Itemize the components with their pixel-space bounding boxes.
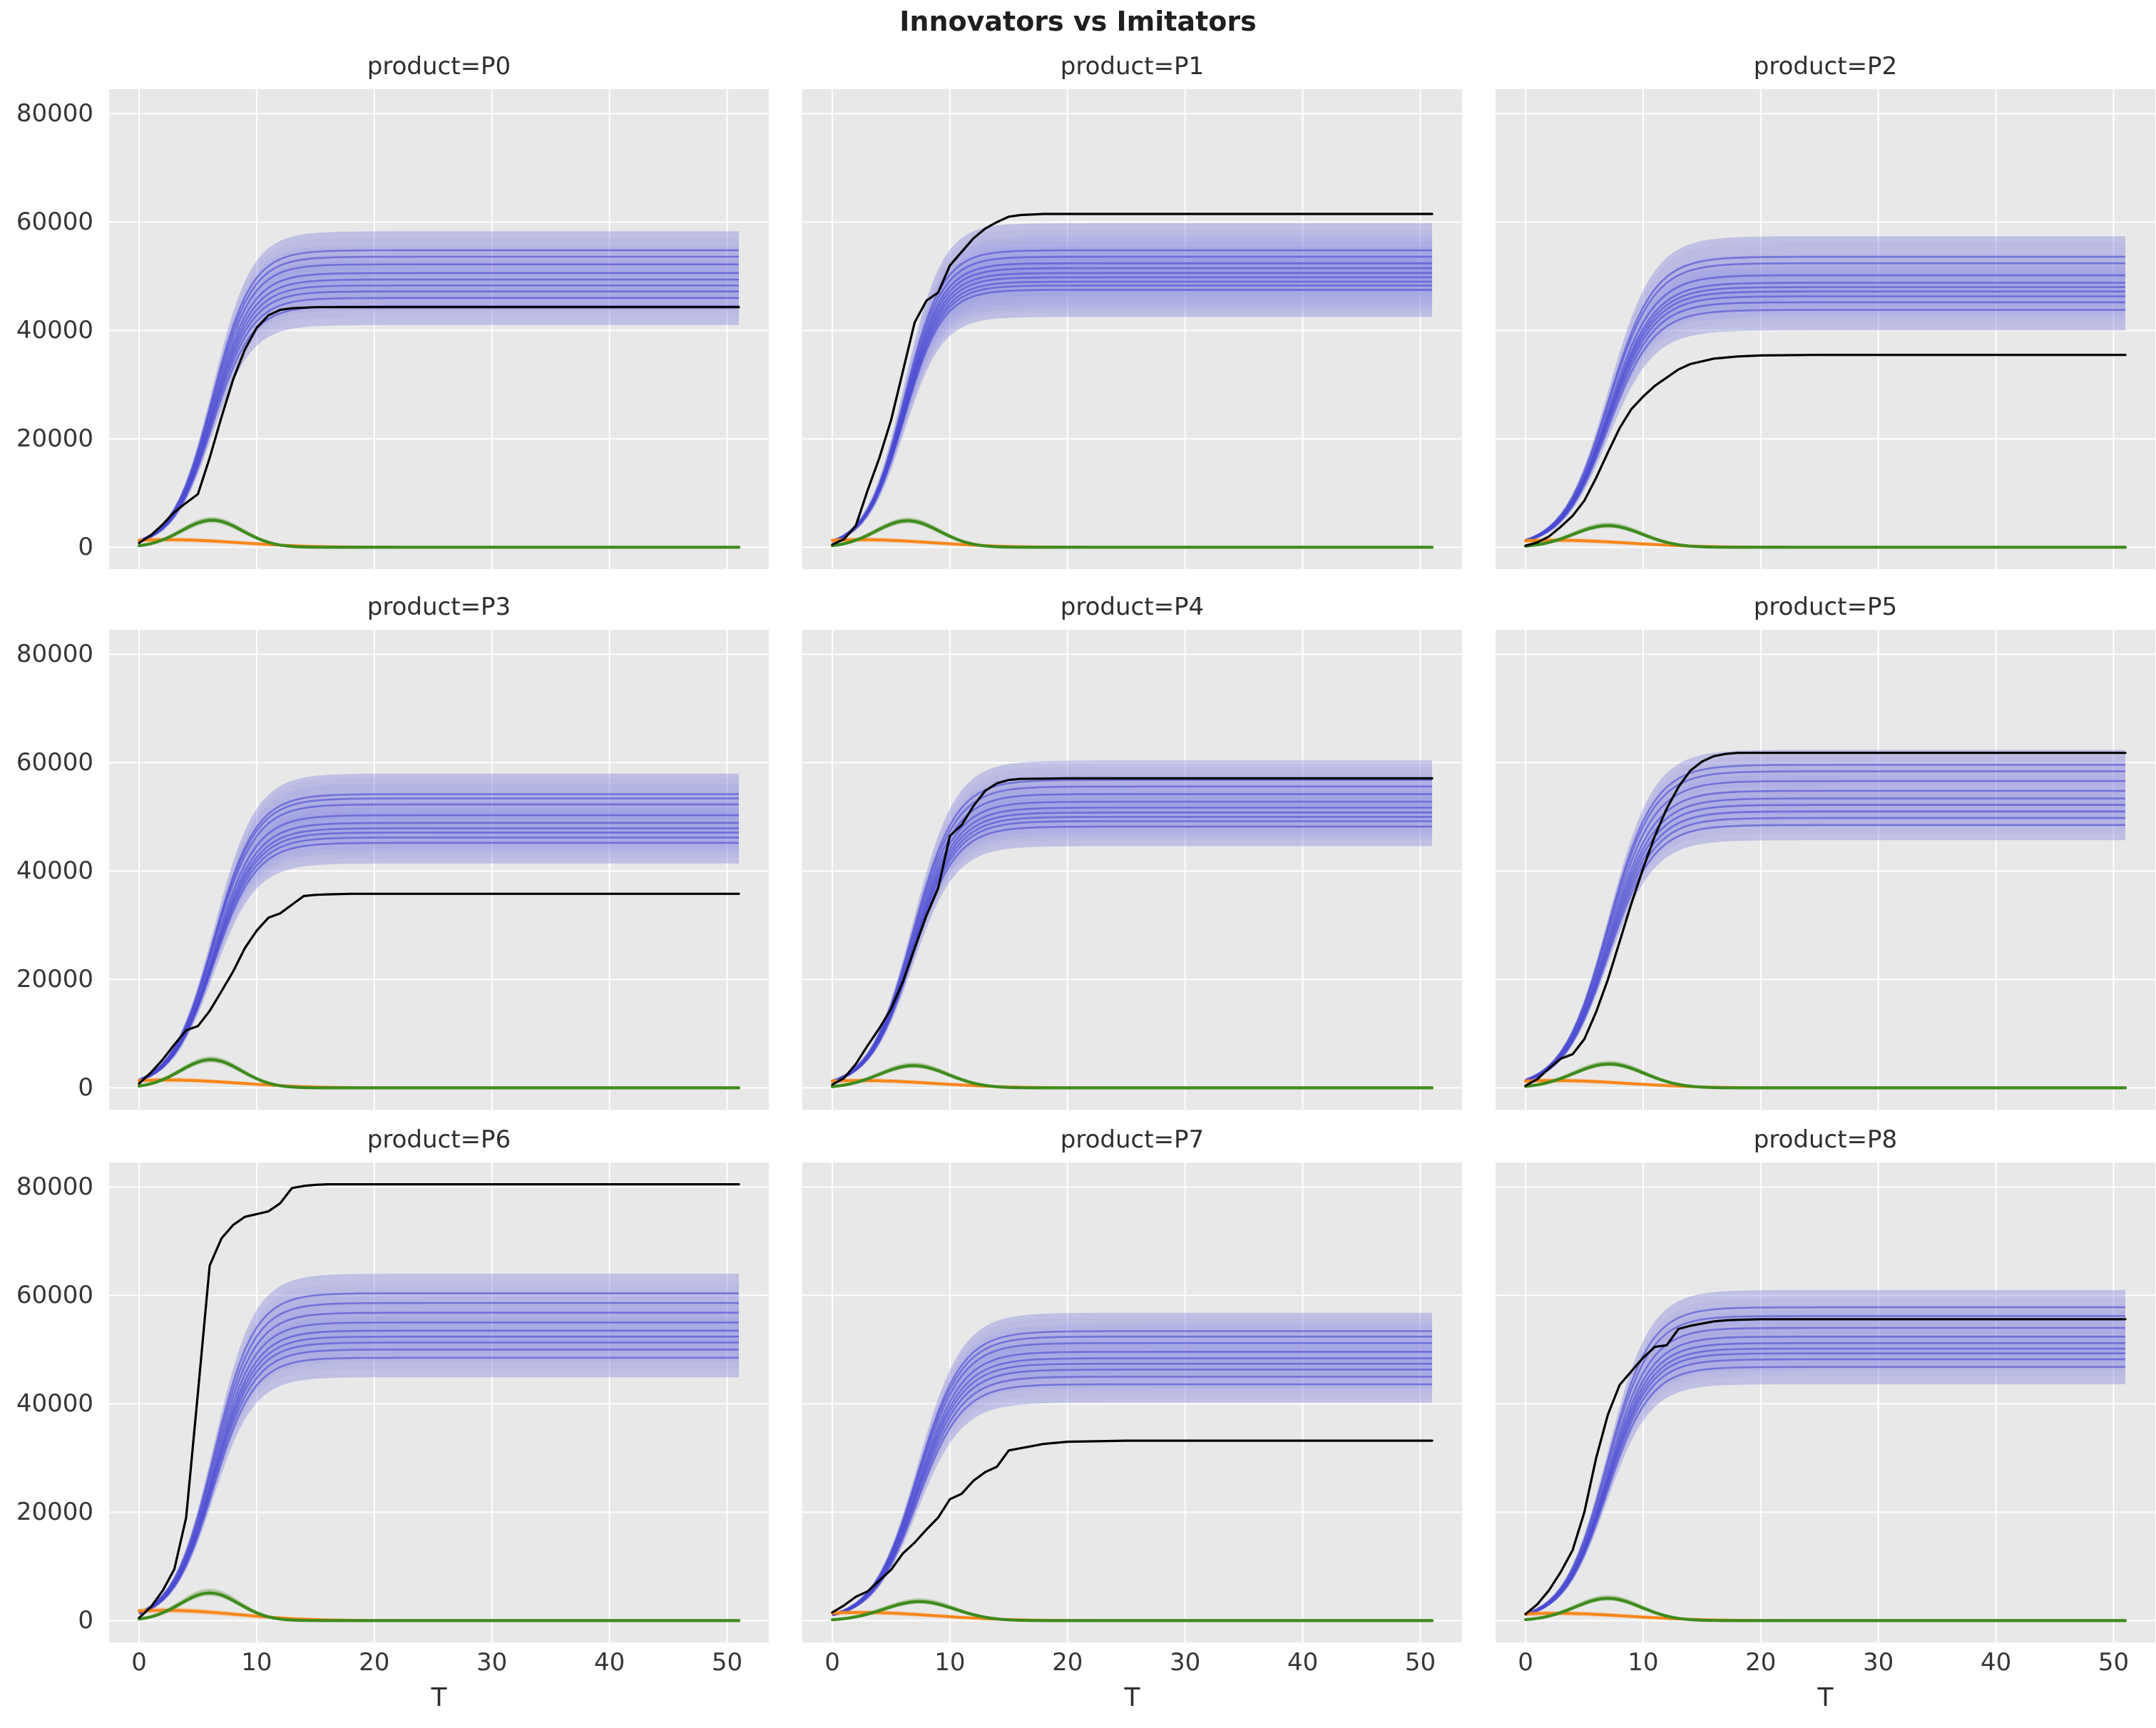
x-tick-label: 20 — [1745, 1648, 1777, 1677]
x-tick-label: 10 — [241, 1648, 272, 1677]
y-tick-label: 0 — [78, 533, 93, 562]
x-tick-label: 20 — [1052, 1648, 1083, 1677]
x-tick-label: 0 — [1518, 1648, 1533, 1677]
y-tick-label: 40000 — [16, 1389, 93, 1418]
y-tick-label: 80000 — [16, 1172, 93, 1202]
x-tick-label: 40 — [593, 1648, 625, 1677]
x-tick-label: 40 — [1980, 1648, 2012, 1677]
x-axis-tick-labels-col2: 0 10 20 30 40 50 — [1496, 1648, 2155, 1681]
x-axis-label-col2: T — [1817, 1683, 1834, 1712]
y-tick-label: 20000 — [16, 424, 93, 454]
x-tick-label: 0 — [131, 1648, 147, 1677]
x-tick-label: 50 — [711, 1648, 743, 1677]
y-axis-tick-labels-row0: 0 20000 40000 60000 80000 — [0, 89, 101, 569]
x-axis-label-col0: T — [431, 1683, 447, 1712]
subplot-title-p8: product=P8 — [1753, 1125, 1898, 1154]
subplot-title-p7: product=P7 — [1060, 1125, 1205, 1154]
y-tick-label: 80000 — [16, 99, 93, 128]
subplot-title-p1: product=P1 — [1060, 52, 1205, 81]
y-tick-label: 80000 — [16, 640, 93, 669]
subplot-p6: product=P6 — [109, 1125, 769, 1642]
y-tick-label: 40000 — [16, 316, 93, 345]
subplot-p8: product=P8 — [1496, 1125, 2155, 1642]
y-tick-label: 60000 — [16, 748, 93, 777]
y-axis-tick-labels-row2: 0 20000 40000 60000 80000 — [0, 1162, 101, 1642]
subplot-title-p6: product=P6 — [367, 1125, 511, 1154]
x-tick-label: 50 — [2098, 1648, 2130, 1677]
x-tick-label: 30 — [1170, 1648, 1201, 1677]
y-tick-label: 40000 — [16, 857, 93, 886]
figure-title: Innovators vs Imitators — [899, 6, 1257, 37]
x-tick-label: 30 — [476, 1648, 508, 1677]
subplot-title-p5: product=P5 — [1753, 593, 1898, 621]
plot-area-p4 — [802, 630, 1462, 1110]
x-axis-tick-labels-col0: 0 10 20 30 40 50 — [109, 1648, 769, 1681]
y-axis-tick-labels-row1: 0 20000 40000 60000 80000 — [0, 630, 101, 1110]
plot-area-p8 — [1496, 1162, 2155, 1642]
subplot-p4: product=P4 — [802, 593, 1462, 1110]
subplot-p1: product=P1 — [802, 52, 1462, 569]
plot-area-p6 — [109, 1162, 769, 1642]
subplot-title-p0: product=P0 — [367, 52, 511, 81]
y-tick-label: 60000 — [16, 1281, 93, 1310]
y-tick-label: 20000 — [16, 1498, 93, 1527]
subplot-p7: product=P7 — [802, 1125, 1462, 1642]
x-tick-label: 20 — [359, 1648, 390, 1677]
plot-area-p0 — [109, 89, 769, 569]
plot-area-p1 — [802, 89, 1462, 569]
x-tick-label: 0 — [824, 1648, 840, 1677]
y-tick-label: 0 — [78, 1073, 93, 1103]
subplot-p3: product=P3 — [109, 593, 769, 1110]
x-axis-tick-labels-col1: 0 10 20 30 40 50 — [802, 1648, 1462, 1681]
subplot-p5: product=P5 — [1496, 593, 2155, 1110]
y-tick-label: 20000 — [16, 965, 93, 994]
subplot-p0: product=P0 — [109, 52, 769, 569]
x-axis-label-col1: T — [1124, 1683, 1140, 1712]
plot-area-p5 — [1496, 630, 2155, 1110]
subplot-p2: product=P2 — [1496, 52, 2155, 569]
x-tick-label: 50 — [1404, 1648, 1436, 1677]
plot-area-p3 — [109, 630, 769, 1110]
x-tick-label: 10 — [1628, 1648, 1659, 1677]
subplot-title-p4: product=P4 — [1060, 593, 1205, 621]
x-tick-label: 40 — [1287, 1648, 1319, 1677]
plot-area-p7 — [802, 1162, 1462, 1642]
y-tick-label: 0 — [78, 1606, 93, 1635]
subplot-title-p2: product=P2 — [1753, 52, 1898, 81]
plot-area-p2 — [1496, 89, 2155, 569]
x-tick-label: 10 — [934, 1648, 966, 1677]
subplot-title-p3: product=P3 — [367, 593, 511, 621]
y-tick-label: 60000 — [16, 208, 93, 237]
x-tick-label: 30 — [1863, 1648, 1894, 1677]
